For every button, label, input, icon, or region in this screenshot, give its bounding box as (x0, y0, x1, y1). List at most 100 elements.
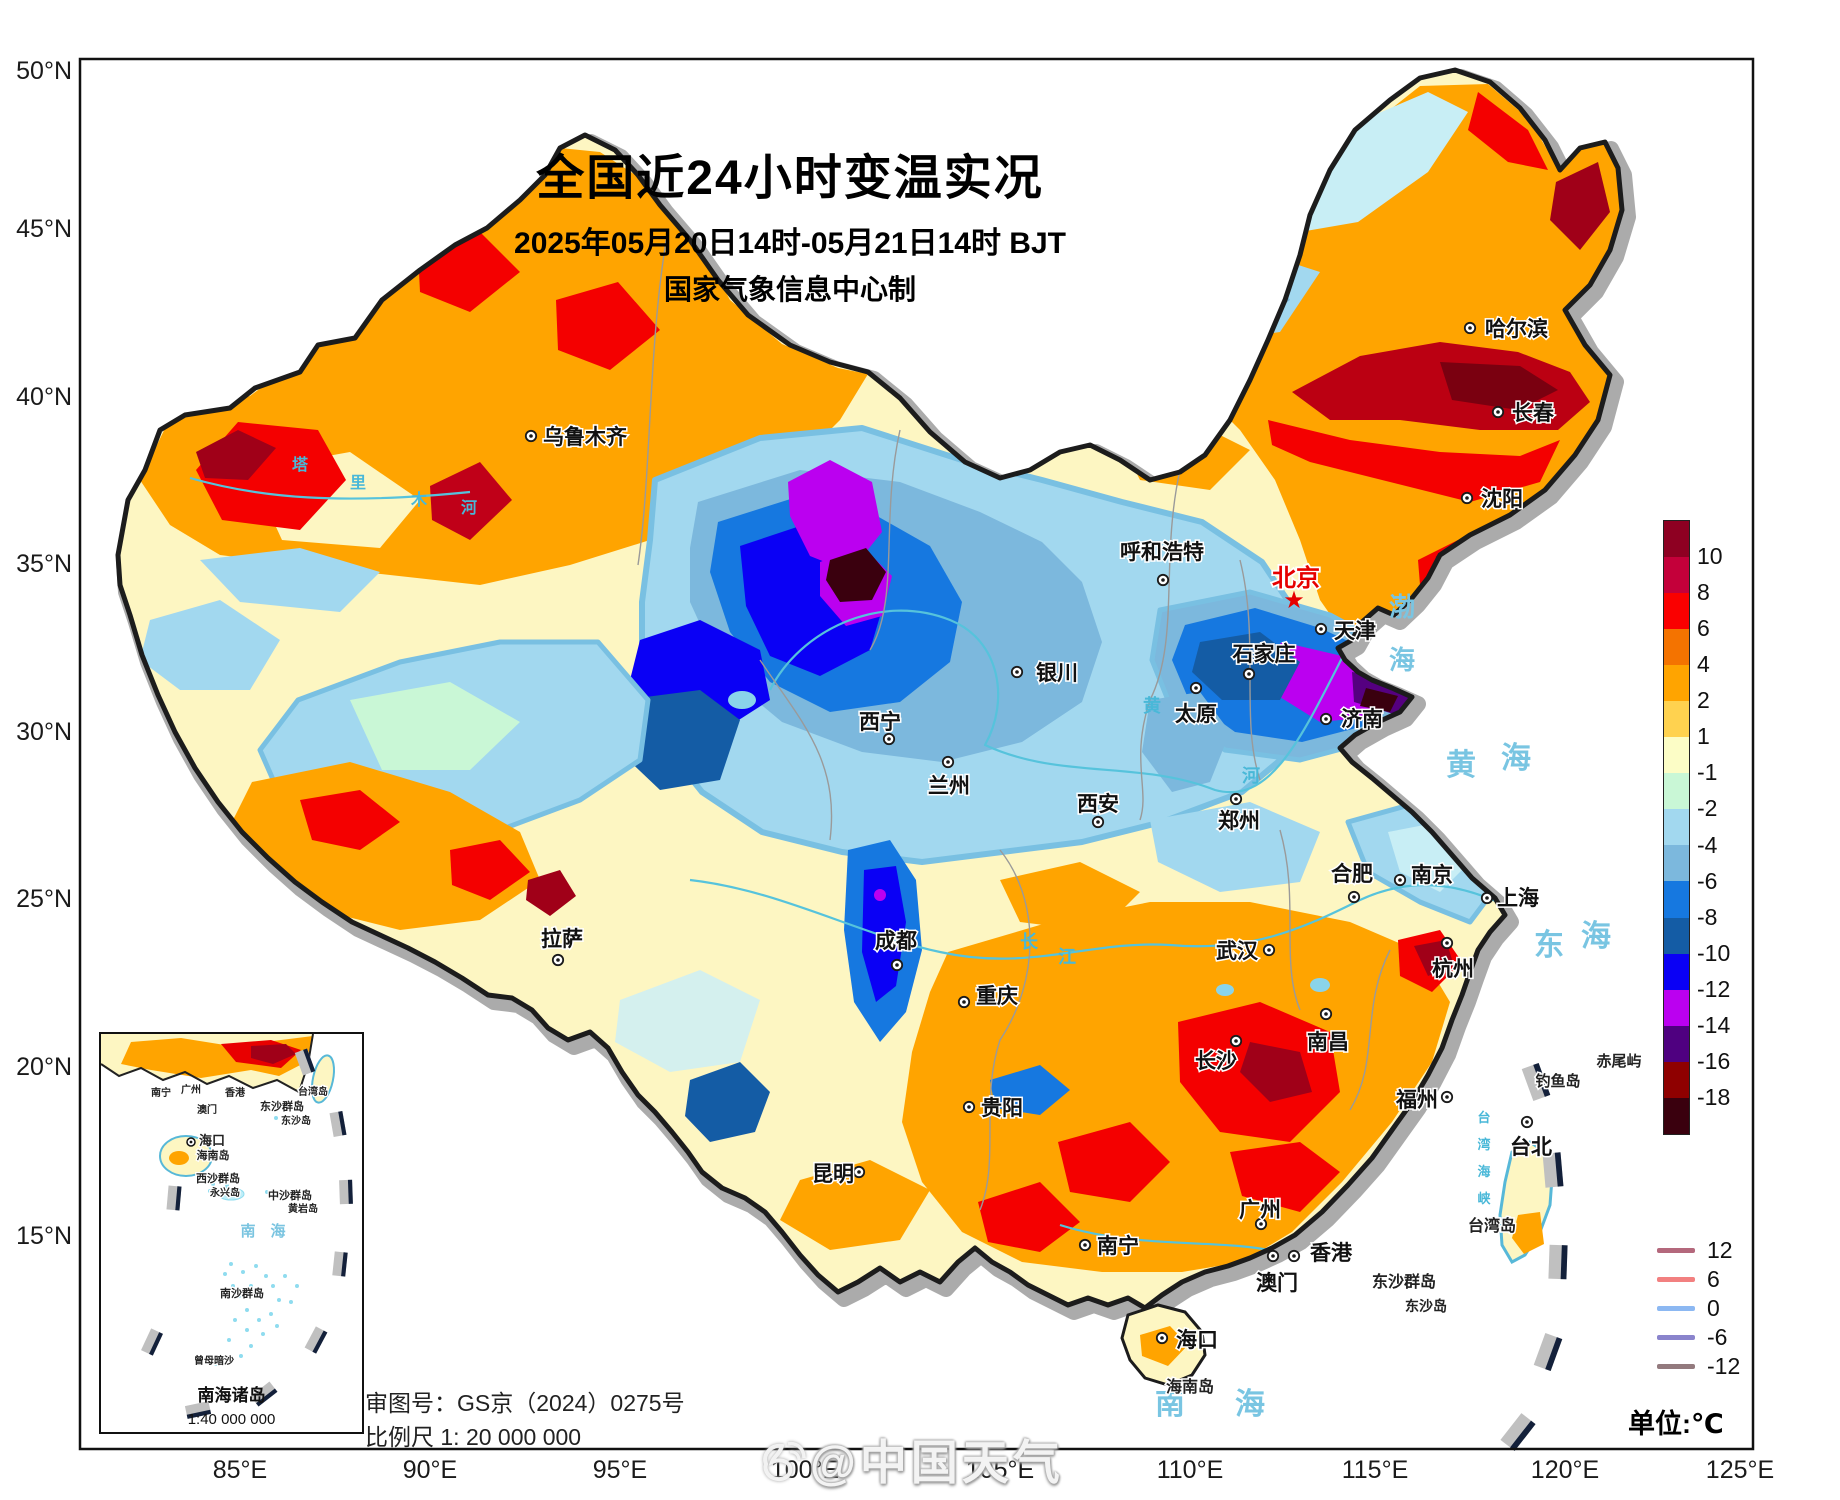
lat-tick-label: 45°N (16, 215, 72, 243)
city: 西安 (1076, 791, 1121, 829)
city-label: 成都 (875, 929, 917, 953)
inset-label: 澳门 (197, 1103, 217, 1116)
island-label: 海南岛 (1166, 1377, 1214, 1396)
city: 石家庄 (1230, 641, 1297, 681)
city: 太原 (1174, 681, 1219, 728)
inset-label: 广州 (181, 1083, 201, 1096)
city-label: 贵阳 (981, 1097, 1023, 1120)
svg-text:长: 长 (1020, 932, 1039, 952)
isoline-legend-row: 12 (1657, 1236, 1733, 1264)
isoline-legend-row: -6 (1657, 1323, 1727, 1351)
sea-labels: 渤海黄 海东 海南海 (1155, 592, 1611, 1421)
inset-taiwan (311, 1054, 335, 1104)
dash-segment (166, 1185, 182, 1211)
dash-segment (1533, 1332, 1563, 1372)
inset-label: 黄岩岛 (288, 1202, 318, 1215)
inset-label: 台湾岛 (298, 1085, 328, 1098)
watermark: @中国天气 (752, 1424, 1064, 1493)
dash-segment (250, 1381, 278, 1407)
city: 拉萨 (540, 926, 585, 967)
legend-tick-label: 1 (1697, 723, 1710, 750)
city: 兰州 (927, 755, 972, 800)
legend-tick-label: 6 (1697, 615, 1710, 642)
city-label: 台北 (1510, 1135, 1552, 1159)
inset-zhongsha-shoal (217, 1187, 245, 1201)
legend-tick-label: -10 (1697, 939, 1731, 966)
city: 长春 (1491, 400, 1556, 427)
city: 乌鲁木齐 (524, 424, 629, 451)
dash-segment (1548, 1244, 1568, 1280)
title-block: 全国近24小时变温实况 2025年05月20日14时-05月21日14时 BJT… (280, 138, 1300, 308)
city: 成都 (874, 928, 919, 972)
city-label: 西安 (1077, 792, 1119, 816)
city-label: 上海 (1497, 886, 1539, 910)
city: 济南 (1319, 706, 1385, 733)
map-frame (78, 57, 1755, 1451)
isoline-label: -12 (1707, 1352, 1741, 1379)
lat-tick-label: 30°N (16, 718, 72, 746)
isoline-label: -6 (1707, 1323, 1728, 1350)
sea-label: 海 (1501, 742, 1531, 775)
boundary-dash-line (1500, 1062, 1568, 1451)
lon-tick-label: 115°E (1341, 1456, 1409, 1484)
city: 南宁 (1078, 1233, 1141, 1260)
watermark-text: @中国天气 (810, 1436, 1064, 1489)
sea-label: 海 (1389, 645, 1415, 675)
inset-label: 海南岛 (197, 1148, 230, 1162)
weibo-icon (763, 1441, 806, 1481)
legend-tick-label: 2 (1697, 687, 1710, 714)
svg-text:黄: 黄 (1143, 695, 1161, 716)
island-label: 钓鱼岛 (1535, 1072, 1580, 1090)
map-title: 全国近24小时变温实况 (536, 152, 1044, 205)
city: 南昌 (1306, 1007, 1351, 1056)
city: 贵阳 (962, 1096, 1025, 1122)
city-label: 西宁 (859, 710, 901, 734)
taiwan-warm-blob (1512, 1212, 1544, 1254)
hainan-warm-blob (1140, 1326, 1188, 1366)
svg-text:湾: 湾 (1477, 1137, 1490, 1152)
legend-color-band (1663, 737, 1690, 774)
city: 昆明 (811, 1162, 866, 1188)
city: 南京 (1393, 862, 1455, 889)
dash-segment (184, 1401, 212, 1419)
map-date-range: 2025年05月20日14时-05月21日14时 BJT (514, 227, 1066, 260)
city-label: 长沙 (1195, 1050, 1237, 1073)
dash-segment (141, 1328, 163, 1356)
lat-tick-label: 25°N (16, 885, 72, 913)
city-label: 武汉 (1216, 940, 1259, 963)
city-label: 兰州 (928, 774, 970, 798)
legend-tick-label: -4 (1697, 831, 1718, 858)
city: 香港 (1287, 1240, 1354, 1267)
lon-tick-label: 85°E (212, 1456, 268, 1484)
legend-color-band (1663, 953, 1690, 990)
lon-tick-label: 110°E (1156, 1456, 1224, 1484)
city-label: 太原 (1175, 703, 1217, 726)
lon-tick-label: 105°E (965, 1456, 1035, 1484)
qinghai-lake (728, 691, 756, 709)
isoline-sample (1657, 1247, 1695, 1253)
capital-star-icon: ★ (1283, 587, 1305, 614)
isoline-sample (1657, 1334, 1695, 1340)
lat-tick-label: 15°N (16, 1222, 72, 1250)
legend-color-band (1663, 1097, 1690, 1135)
inset-label: 南 海 (240, 1222, 285, 1240)
city: 沈阳 (1460, 486, 1525, 513)
legend-color-band (1663, 593, 1690, 630)
svg-text:里: 里 (350, 474, 366, 492)
inset-coastline (101, 1034, 314, 1094)
island-label: 东沙群岛 (1372, 1272, 1436, 1291)
legend-color-band (1663, 1025, 1690, 1062)
inset-label: 中沙群岛 (268, 1188, 312, 1202)
city-label: 南昌 (1307, 1030, 1349, 1054)
inset-dash-line (141, 1048, 353, 1419)
legend-color-band (1663, 665, 1690, 702)
inset-label: 南沙群岛 (220, 1286, 264, 1300)
temperature-color-scale (1663, 520, 1690, 1135)
city: 福州 (1394, 1088, 1454, 1114)
south-china-sea-inset: 南宁 广州 香港 澳门 台湾岛 东沙群岛 东沙岛 海口 海南岛 西沙群岛 永兴岛 中沙群岛 黄岩岛南 海… (99, 1032, 364, 1434)
legend-color-band (1663, 1061, 1690, 1098)
